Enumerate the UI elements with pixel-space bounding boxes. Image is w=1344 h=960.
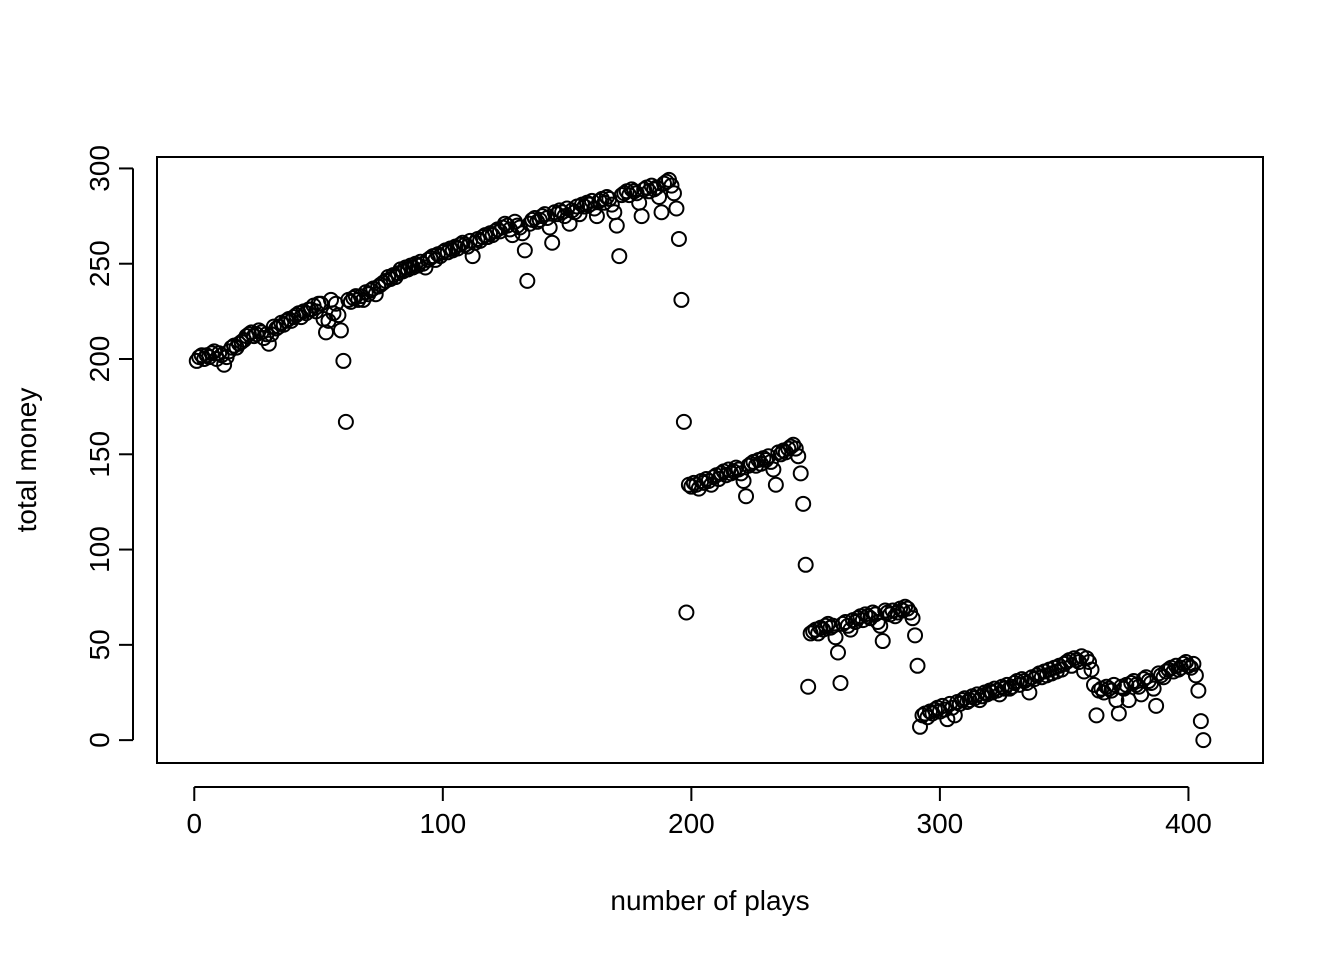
data-point <box>608 217 625 234</box>
data-point <box>260 335 277 352</box>
data-point <box>872 617 889 634</box>
data-point <box>797 556 814 573</box>
data-point <box>1066 650 1083 667</box>
data-point <box>1145 680 1162 697</box>
data-point <box>347 288 364 305</box>
data-point <box>780 440 797 457</box>
x-tick-label: 0 <box>186 808 202 839</box>
data-point <box>869 613 886 630</box>
data-point <box>1013 671 1030 688</box>
data-point <box>1185 655 1202 672</box>
data-point <box>874 633 891 650</box>
data-point <box>790 448 807 465</box>
x-tick-label: 300 <box>917 808 964 839</box>
data-point <box>670 230 687 247</box>
data-point <box>631 194 648 211</box>
x-axis-title: number of plays <box>610 885 809 916</box>
y-tick-label: 250 <box>84 240 115 287</box>
data-point <box>544 234 561 251</box>
x-axis: 0 100 200 300 400 <box>186 786 1212 839</box>
data-point <box>337 413 354 430</box>
y-tick-label: 200 <box>84 336 115 383</box>
data-point <box>516 242 533 259</box>
data-point <box>899 600 916 617</box>
data-point <box>633 208 650 225</box>
y-tick-label: 50 <box>84 629 115 660</box>
data-point <box>367 286 384 303</box>
data-point <box>765 461 782 478</box>
data-point <box>675 413 692 430</box>
data-point <box>738 488 755 505</box>
data-point <box>795 495 812 512</box>
data-point <box>417 259 434 276</box>
plot-area-frame <box>156 156 1264 764</box>
y-tick-label: 300 <box>84 145 115 192</box>
data-point <box>1190 682 1207 699</box>
data-point <box>1083 661 1100 678</box>
data-point <box>907 627 924 644</box>
data-point <box>651 189 668 206</box>
data-point <box>499 217 516 234</box>
data-point <box>330 307 347 324</box>
data-point <box>735 472 752 489</box>
data-point <box>318 324 335 341</box>
data-point <box>800 678 817 695</box>
data-point <box>832 674 849 691</box>
y-tick-label: 100 <box>84 526 115 573</box>
data-point <box>1088 707 1105 724</box>
data-point <box>536 206 553 223</box>
x-tick-label: 200 <box>668 808 715 839</box>
data-point <box>678 604 695 621</box>
data-point <box>656 175 673 192</box>
data-point <box>583 192 600 209</box>
y-axis-title: total money <box>11 388 42 533</box>
data-point <box>829 644 846 661</box>
data-point <box>934 697 951 714</box>
data-points <box>188 171 1212 749</box>
data-point <box>665 185 682 202</box>
data-point <box>663 177 680 194</box>
data-point <box>611 248 628 265</box>
data-point <box>1192 713 1209 730</box>
data-point <box>1148 697 1165 714</box>
data-point <box>767 476 784 493</box>
data-point <box>909 657 926 674</box>
data-point <box>1195 732 1212 749</box>
data-point <box>554 204 571 221</box>
data-point <box>603 196 620 213</box>
x-tick-label: 100 <box>419 808 466 839</box>
data-point <box>1081 654 1098 670</box>
data-point <box>216 356 233 373</box>
y-tick-label: 150 <box>84 431 115 478</box>
data-point <box>792 465 809 482</box>
data-point <box>827 629 844 646</box>
data-point <box>335 352 352 369</box>
data-point <box>454 234 471 251</box>
data-point <box>452 236 469 253</box>
data-point <box>857 606 874 623</box>
data-point <box>1187 667 1204 684</box>
data-point <box>623 181 640 198</box>
data-point <box>541 219 558 236</box>
data-point <box>668 200 685 217</box>
data-point <box>588 208 605 225</box>
data-point <box>904 610 921 627</box>
data-point <box>1068 652 1085 669</box>
data-point <box>332 322 349 339</box>
data-point <box>1021 684 1038 701</box>
data-point <box>787 440 804 457</box>
data-point <box>673 291 690 308</box>
data-point <box>1105 676 1122 693</box>
data-point <box>519 272 536 289</box>
data-point <box>653 204 670 221</box>
x-tick-label: 400 <box>1165 808 1212 839</box>
y-axis: 0 50 100 150 200 250 300 <box>84 145 134 748</box>
data-point <box>1058 654 1075 670</box>
data-point <box>658 173 675 190</box>
data-point <box>1110 705 1127 722</box>
y-tick-label: 0 <box>84 732 115 748</box>
